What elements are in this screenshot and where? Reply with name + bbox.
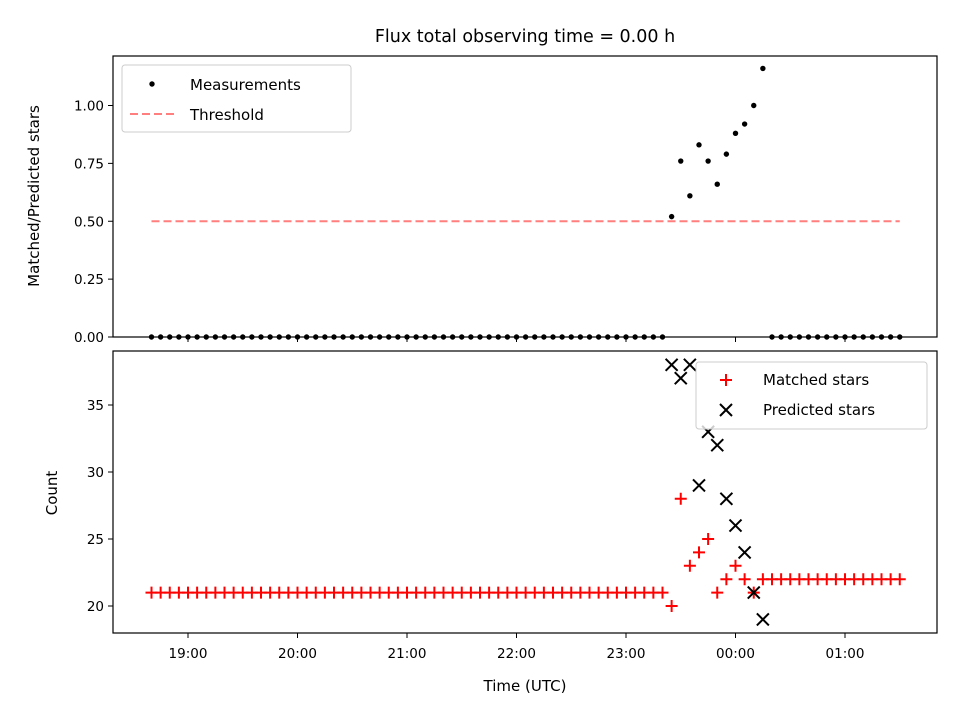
predicted-star-point xyxy=(756,612,770,627)
matched-star-point xyxy=(665,600,678,612)
legend-matched-label: Matched stars xyxy=(763,371,869,389)
measurement-point xyxy=(705,158,711,164)
top-plot-frame xyxy=(112,55,938,338)
matched-star-point xyxy=(720,573,733,586)
bottom-legend-box xyxy=(695,361,928,430)
bottom-plot-frame xyxy=(112,350,938,634)
legend-measurements-marker xyxy=(149,81,155,87)
legend-predicted-marker xyxy=(719,403,733,417)
measurement-point xyxy=(687,193,693,199)
top-y-tick-label: 1.00 xyxy=(74,99,104,115)
x-tick-label: 22:00 xyxy=(497,646,536,662)
bottom-y-tick-label: 30 xyxy=(87,465,104,481)
matched-star-point xyxy=(693,546,705,559)
x-tick-label: 01:00 xyxy=(826,646,865,662)
top-y-tick-label: 0.25 xyxy=(74,272,104,288)
bottom-y-ticks: 20 25 30 35 xyxy=(87,398,113,615)
chart-title: Flux total observing time = 0.00 h xyxy=(375,27,675,47)
bottom-plot-marks xyxy=(145,358,906,627)
predicted-star-point xyxy=(719,492,734,506)
matched-star-point xyxy=(674,492,687,505)
matched-star-point xyxy=(711,586,724,599)
top-plot-marks xyxy=(148,65,903,340)
top-y-tick-label: 0.50 xyxy=(74,214,104,230)
predicted-star-point xyxy=(692,478,706,493)
predicted-star-point xyxy=(747,585,761,600)
matched-star-point xyxy=(656,586,669,599)
bottom-y-tick-label: 20 xyxy=(87,599,104,615)
top-legend: Measurements Threshold xyxy=(121,64,352,133)
x-tick-label: 19:00 xyxy=(169,646,208,662)
bottom-panel: 20 25 30 35 19:00 20:00 21:00 22:00 23:00 00:00 0… xyxy=(43,350,938,695)
measurement-point xyxy=(760,65,766,72)
matched-star-point xyxy=(683,559,696,572)
measurement-point xyxy=(723,151,730,157)
top-x-ticks xyxy=(187,337,846,342)
top-y-ticks: 0.00 0.25 0.50 0.75 1.00 xyxy=(74,99,113,346)
predicted-star-point xyxy=(710,438,724,452)
measurement-point xyxy=(696,142,702,148)
matched-star-point xyxy=(738,573,751,586)
bottom-x-ticks: 19:00 20:00 21:00 22:00 23:00 00:00 01:00 xyxy=(169,633,865,662)
x-tick-label: 21:00 xyxy=(388,646,427,662)
x-tick-label: 20:00 xyxy=(278,646,317,662)
predicted-star-point xyxy=(728,518,743,533)
top-y-tick-label: 0.00 xyxy=(74,330,104,346)
measurement-point xyxy=(751,102,757,109)
measurement-point xyxy=(678,158,684,164)
matched-star-point xyxy=(702,533,715,545)
x-axis-label: Time (UTC) xyxy=(483,677,567,695)
legend-measurements-label: Measurements xyxy=(190,76,301,94)
top-y-axis-label: Matched/Predicted stars xyxy=(25,105,43,287)
bottom-legend: Matched stars Predicted stars xyxy=(695,361,928,430)
top-legend-box xyxy=(121,64,352,133)
measurement-point xyxy=(714,181,720,187)
measurement-point xyxy=(668,213,675,220)
measurement-point xyxy=(732,130,739,136)
measurement-point xyxy=(741,121,748,127)
x-tick-label: 00:00 xyxy=(716,646,755,662)
top-y-tick-label: 0.75 xyxy=(74,156,104,172)
bottom-y-axis-label: Count xyxy=(43,471,61,516)
matched-star-point xyxy=(729,559,742,572)
legend-predicted-label: Predicted stars xyxy=(763,401,875,419)
predicted-star-point xyxy=(674,371,688,385)
legend-matched-marker xyxy=(720,374,732,386)
x-tick-label: 23:00 xyxy=(607,646,646,662)
predicted-star-point xyxy=(683,358,697,372)
bottom-y-tick-label: 25 xyxy=(87,532,104,548)
predicted-star-point xyxy=(664,358,679,372)
bottom-y-tick-label: 35 xyxy=(87,398,104,414)
predicted-star-point xyxy=(737,545,752,560)
top-panel: 0.00 0.25 0.50 0.75 1.00 Matched/Predicted s… xyxy=(25,55,938,346)
matched-star-point xyxy=(893,573,906,586)
legend-threshold-label: Threshold xyxy=(189,106,264,124)
